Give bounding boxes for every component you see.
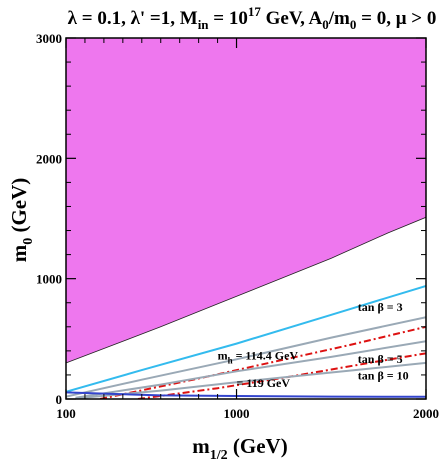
annotation-label: tan β = 5 (358, 352, 403, 366)
series-grey-mid (75, 340, 426, 399)
series-grey-top (66, 316, 426, 398)
plot-frame (65, 37, 427, 400)
series-cyan (66, 284, 426, 393)
x-tick-label: 2000 (413, 406, 439, 421)
series-grey-low (75, 361, 426, 399)
annotation-label: mh = 114.4 GeV (218, 348, 299, 365)
plot-area: 100 1000 2000 0 1000 2000 3000 tan β = 3 mh = 11… (36, 31, 439, 421)
y-tick-label: 3000 (36, 31, 62, 46)
series-red-mh-114.4 (99, 325, 426, 399)
x-tick-label: 1000 (224, 406, 250, 421)
x-axis-label: m1/2 (GeV) (192, 434, 287, 463)
y-tick-label: 1000 (36, 272, 62, 287)
y-tick-label: 2000 (36, 151, 62, 166)
annotation-label: = 119 GeV (237, 376, 291, 390)
y-axis-label: m0 (GeV) (7, 178, 36, 263)
x-tick-label: 100 (56, 406, 76, 421)
annotation-label: tan β = 3 (358, 300, 403, 314)
chart-title: λ = 0.1, λ' =1, Min = 1017 GeV, A0/m0 = … (68, 4, 437, 32)
annotation-label: tan β = 10 (358, 369, 409, 383)
region-excluded (66, 38, 426, 364)
series-blue-floor (66, 391, 426, 398)
y-tick-label: 0 (56, 392, 63, 407)
